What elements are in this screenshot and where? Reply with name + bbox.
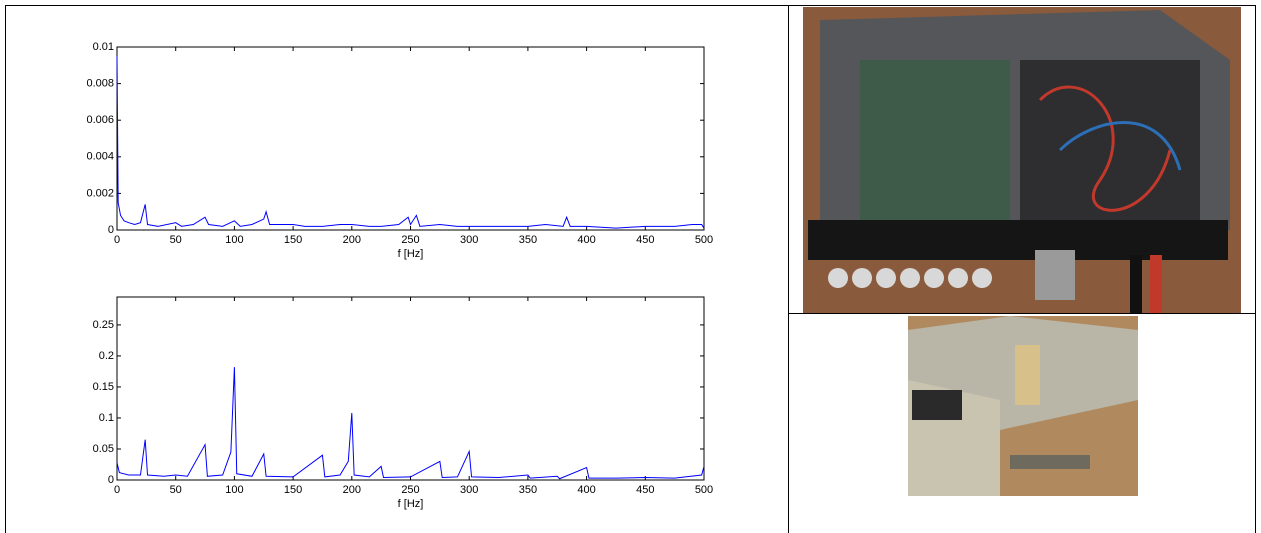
x-tick-label: 200 [343, 484, 361, 496]
x-tick-label: 50 [170, 234, 182, 246]
x-tick-label: 50 [170, 484, 182, 496]
x-tick-label: 400 [577, 234, 595, 246]
x-tick-label: 150 [284, 234, 302, 246]
x-tick-label: 450 [636, 484, 654, 496]
y-tick-label: 0.008 [86, 78, 114, 90]
plot-area [116, 46, 705, 231]
x-tick-label: 400 [577, 484, 595, 496]
table-borders [5, 5, 1256, 533]
x-tick-label: 200 [343, 234, 361, 246]
x-tick-label: 150 [284, 484, 302, 496]
x-tick-label: 300 [460, 234, 478, 246]
y-tick-label: 0.2 [99, 350, 114, 362]
spectrum-chart: 0 50 100 150 200 250 300 350 400 450 500 0 0.05 0.1 0.… [93, 296, 713, 510]
spectrum-line [116, 56, 705, 229]
x-tick-label: 350 [519, 234, 537, 246]
x-tick-label: 350 [519, 484, 537, 496]
spectrum-chart: 0 50 100 150 200 250 300 350 400 450 500 0 0.002 0.00… [86, 41, 713, 260]
photo-instrument [908, 316, 1138, 496]
x-tick-label: 500 [695, 484, 713, 496]
y-tick-label: 0 [108, 224, 114, 236]
x-tick-label: 100 [225, 484, 243, 496]
y-tick-label: 0.1 [99, 412, 114, 424]
y-tick-label: 0.004 [86, 151, 114, 163]
x-tick-label: 0 [114, 234, 120, 246]
y-tick-label: 0.05 [93, 443, 114, 455]
x-axis-label: f [Hz] [398, 248, 424, 260]
x-axis-label: f [Hz] [398, 498, 424, 510]
y-tick-label: 0.01 [93, 41, 114, 53]
y-tick-label: 0.25 [93, 319, 114, 331]
y-tick-label: 0.15 [93, 381, 114, 393]
y-tick-label: 0.002 [86, 187, 114, 199]
plot-area [116, 296, 705, 481]
x-tick-label: 0 [114, 484, 120, 496]
y-tick-label: 0 [108, 474, 114, 486]
x-tick-label: 100 [225, 234, 243, 246]
x-tick-label: 300 [460, 484, 478, 496]
x-tick-label: 250 [401, 484, 419, 496]
x-tick-label: 500 [695, 234, 713, 246]
spectrum-line [116, 367, 705, 480]
y-tick-label: 0.006 [86, 114, 114, 126]
x-tick-label: 450 [636, 234, 654, 246]
photo-device [803, 7, 1241, 313]
x-tick-label: 250 [401, 234, 419, 246]
